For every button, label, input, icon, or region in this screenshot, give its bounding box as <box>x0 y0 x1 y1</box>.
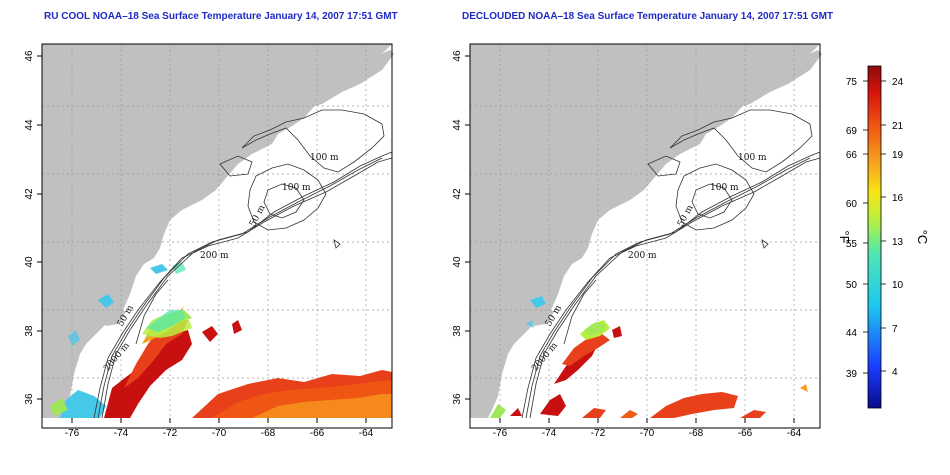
contour-label-100m-bank: 100 m <box>282 183 311 193</box>
lat-label-44: 44 <box>452 119 463 131</box>
colorbar-c-tick-4: 4 <box>892 367 898 378</box>
right-map: 100 m 100 m 50 m 200 m 50 m 2000 m <box>469 43 822 429</box>
lon-label-74: -74 <box>542 428 557 439</box>
colorbar-f-tick-39: 39 <box>846 369 858 380</box>
colorbar-c-tick-16: 16 <box>892 193 904 204</box>
colorbar-gradient <box>867 65 882 409</box>
lat-label-46: 46 <box>24 50 35 62</box>
lon-label-72: -72 <box>591 428 606 439</box>
lat-label-42: 42 <box>24 188 35 200</box>
lat-label-44: 44 <box>24 119 35 131</box>
colorbar-c-tick-13: 13 <box>892 237 904 248</box>
colorbar-f-tick-44: 44 <box>846 328 858 339</box>
colorbar-f-tick-50: 50 <box>846 280 858 291</box>
lat-label-36: 36 <box>452 393 463 405</box>
lon-label-76: -76 <box>65 428 80 439</box>
colorbar-f-tick-75: 75 <box>846 77 858 88</box>
lat-label-38: 38 <box>452 325 463 337</box>
contour-label-100m-north: 100 m <box>738 153 767 163</box>
colorbar-c-tick-10: 10 <box>892 280 904 291</box>
colorbar-fahrenheit-label: °F <box>837 230 852 243</box>
lat-label-38: 38 <box>24 325 35 337</box>
contour-label-100m-north: 100 m <box>310 153 339 163</box>
contour-label-200m: 200 m <box>200 251 229 261</box>
colorbar-f-tick-55: 55 <box>846 239 858 250</box>
lon-label-76: -76 <box>493 428 508 439</box>
left-sst-overlay <box>50 262 392 418</box>
lon-label-72: -72 <box>163 428 178 439</box>
lon-label-66: -66 <box>738 428 753 439</box>
colorbar-c-tick-7: 7 <box>892 324 898 335</box>
lon-label-66: -66 <box>310 428 325 439</box>
colorbar-celsius-label: °C <box>915 230 930 245</box>
lat-label-40: 40 <box>452 256 463 268</box>
lat-label-46: 46 <box>452 50 463 62</box>
lon-label-68: -68 <box>689 428 704 439</box>
left-map-title: RU COOL NOAA–18 Sea Surface Temperature … <box>44 11 398 22</box>
colorbar-c-tick-24: 24 <box>892 77 904 88</box>
right-map-title: DECLOUDED NOAA–18 Sea Surface Temperatur… <box>462 11 834 22</box>
right-sst-overlay <box>490 296 808 418</box>
lat-label-40: 40 <box>24 256 35 268</box>
lat-label-42: 42 <box>452 188 463 200</box>
lat-label-36: 36 <box>24 393 35 405</box>
colorbar-c-tick-19: 19 <box>892 150 904 161</box>
left-map-axes: 36 38 40 42 44 46 -76 -74 -72 -70 -68 -6… <box>24 50 374 439</box>
lon-label-74: -74 <box>114 428 129 439</box>
lon-label-70: -70 <box>212 428 227 439</box>
right-map-axes: 36 38 40 42 44 46 -76 -74 -72 -70 -68 -6… <box>452 50 802 439</box>
colorbar-c-tick-21: 21 <box>892 121 904 132</box>
lon-label-70: -70 <box>640 428 655 439</box>
lon-label-68: -68 <box>261 428 276 439</box>
colorbar-f-tick-60: 60 <box>846 199 858 210</box>
left-map: 100 m 100 m 50 m 200 m 50 m 2000 m <box>41 43 394 429</box>
lon-label-64: -64 <box>787 428 802 439</box>
contour-label-200m: 200 m <box>628 251 657 261</box>
colorbar-f-tick-66: 66 <box>846 150 858 161</box>
contour-label-100m-bank: 100 m <box>710 183 739 193</box>
lon-label-64: -64 <box>359 428 374 439</box>
colorbar-f-tick-69: 69 <box>846 126 858 137</box>
colorbar: 75 69 66 60 55 50 44 39 24 21 19 16 13 1… <box>837 65 930 409</box>
